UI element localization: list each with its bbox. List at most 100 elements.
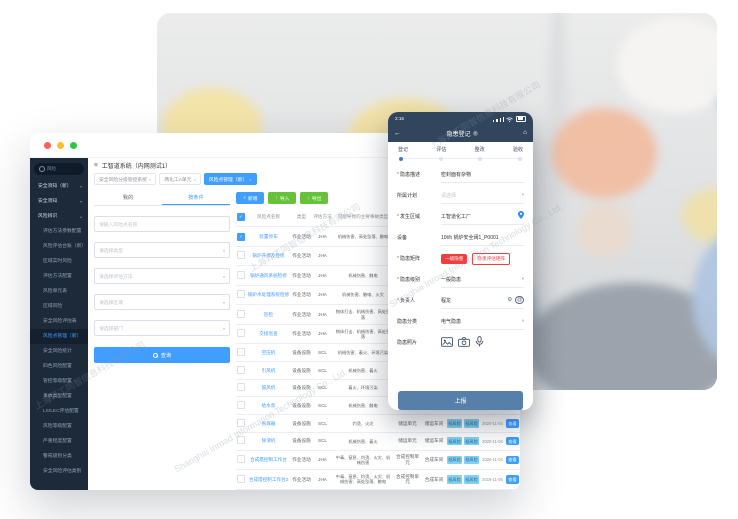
sidebar-item[interactable]: 安全风险评估表 bbox=[30, 314, 88, 329]
sidebar-item[interactable]: 管控等级配置 bbox=[30, 374, 88, 389]
risk-point-link[interactable]: 鼓风机 bbox=[261, 385, 276, 391]
field-value[interactable]: 程龙 ⚙ @ bbox=[441, 293, 524, 309]
mic-add-icon[interactable] bbox=[475, 336, 484, 349]
sidebar-item[interactable]: 风险辨识 ▴ bbox=[30, 209, 88, 224]
close-traffic-light[interactable] bbox=[44, 141, 51, 149]
view-button[interactable]: 查看 bbox=[506, 475, 519, 484]
row-checkbox[interactable] bbox=[237, 329, 245, 338]
filter-input[interactable]: 请输入风险点名称 bbox=[94, 216, 230, 232]
zoom-traffic-light[interactable] bbox=[70, 141, 77, 149]
hazard-level-button[interactable]: 一级隐患 bbox=[441, 253, 468, 264]
row-checkbox[interactable] bbox=[237, 290, 245, 299]
minimize-traffic-light[interactable] bbox=[57, 141, 64, 149]
risk-point-link[interactable]: 锅炉水处理系统检修 bbox=[247, 292, 290, 298]
risk-point-link[interactable]: 锅炉通风系统检修 bbox=[250, 272, 287, 278]
risk-point-link[interactable]: 给水泵 bbox=[261, 402, 276, 408]
field-value[interactable]: 工智道化工厂 bbox=[441, 208, 524, 225]
row-checkbox[interactable] bbox=[237, 251, 245, 260]
risk-point-link[interactable]: 除渣机 bbox=[261, 438, 276, 444]
risk-point-link[interactable]: 合成塔控制工作台 bbox=[250, 457, 287, 463]
row-checkbox[interactable] bbox=[237, 400, 245, 409]
sidebar-item[interactable]: 四色风险配置 bbox=[30, 359, 88, 374]
risk-point-link[interactable]: 空压机 bbox=[261, 349, 276, 355]
field-value[interactable]: 电气隐患 ▾ bbox=[441, 314, 524, 330]
query-button[interactable]: 查询 bbox=[94, 347, 230, 363]
tab-chip[interactable]: 两化工A单元 × bbox=[159, 173, 201, 185]
filter-tab[interactable]: 按条件 bbox=[162, 191, 230, 205]
filter-select[interactable]: 请选择区域 ▾ bbox=[94, 294, 230, 310]
field-value[interactable]: 请选择 ▾ bbox=[441, 188, 524, 204]
at-icon[interactable]: @ bbox=[515, 296, 524, 304]
sidebar-item[interactable]: 安全须知（新） ▾ bbox=[30, 179, 88, 194]
risk-point-link[interactable]: 装置停车 bbox=[259, 233, 278, 239]
row-checkbox[interactable] bbox=[237, 270, 245, 279]
view-button[interactable]: 查看 bbox=[506, 419, 519, 428]
risk-point-link[interactable]: 合成塔控制工作台2 bbox=[248, 476, 289, 482]
photo-add-icon[interactable] bbox=[441, 336, 453, 349]
sidebar-item[interactable]: LS/LEC评估配置 bbox=[30, 404, 88, 419]
close-icon[interactable]: × bbox=[249, 176, 252, 182]
sidebar-item[interactable]: 风险点管理（新） bbox=[30, 329, 88, 344]
location-icon[interactable] bbox=[518, 211, 524, 221]
sidebar-item[interactable]: 风险评估台账（新） bbox=[30, 239, 88, 254]
add-button[interactable]: + 新增 bbox=[236, 192, 265, 204]
row-checkbox[interactable] bbox=[237, 383, 245, 392]
export-button[interactable]: ↓ 导出 bbox=[300, 192, 329, 204]
filter-select[interactable]: 请选择部门 ▾ bbox=[94, 320, 230, 336]
sidebar-item[interactable]: 严重程度配置 bbox=[30, 434, 88, 449]
sidebar-item[interactable]: 安全风险统计 bbox=[30, 344, 88, 359]
sidebar-item[interactable]: 评估方法配置 bbox=[30, 269, 88, 284]
field-value[interactable]: 密封面有杂物 bbox=[441, 167, 524, 183]
risk-point-link[interactable]: 省煤器 bbox=[261, 420, 276, 426]
field-value[interactable] bbox=[441, 333, 524, 352]
sidebar-item[interactable]: 区域实时风险 bbox=[30, 254, 88, 269]
sidebar-item[interactable]: 评估方法参数配置 bbox=[30, 224, 88, 239]
filter-tab[interactable]: 我的 bbox=[122, 195, 134, 201]
close-icon[interactable]: × bbox=[193, 176, 196, 182]
sidebar-item[interactable]: 事故类型配置 bbox=[30, 389, 88, 404]
risk-point-link[interactable]: 交接巡查 bbox=[259, 331, 278, 337]
sidebar-search-input[interactable]: 风险 bbox=[34, 163, 84, 175]
tab-chip[interactable]: 风险点管理（新） × bbox=[203, 173, 257, 185]
step-label[interactable]: 登记 bbox=[398, 147, 409, 153]
row-checkbox[interactable] bbox=[237, 418, 245, 427]
gear-icon[interactable]: ⚙ bbox=[507, 297, 513, 303]
step-label[interactable]: 评估 bbox=[436, 147, 447, 153]
import-button[interactable]: ↑ 导入 bbox=[268, 192, 297, 204]
risk-point-link[interactable]: 巡检 bbox=[263, 311, 274, 317]
sidebar-item[interactable]: 区域风险 bbox=[30, 299, 88, 314]
camera-add-icon[interactable] bbox=[458, 336, 470, 349]
close-icon[interactable]: × bbox=[148, 176, 152, 182]
row-checkbox[interactable] bbox=[237, 474, 245, 483]
filter-select[interactable]: 请选择类型 ▾ bbox=[94, 242, 230, 258]
help-badge-icon[interactable]: ? bbox=[472, 131, 478, 136]
field-value[interactable]: 一级隐患 隐患评估矩阵 bbox=[441, 250, 524, 268]
row-checkbox[interactable] bbox=[237, 365, 245, 374]
hamburger-icon[interactable]: ≡ bbox=[94, 162, 98, 169]
back-arrow-icon[interactable]: ← bbox=[394, 130, 401, 137]
sidebar-item[interactable]: 风险等级配置 bbox=[30, 419, 88, 434]
submit-button[interactable]: 上报 bbox=[398, 391, 523, 410]
select-all-checkbox[interactable]: ✓ bbox=[237, 213, 245, 222]
row-checkbox[interactable] bbox=[237, 436, 245, 445]
field-value[interactable]: 一般隐患 ▾ bbox=[441, 272, 524, 288]
sidebar-item[interactable]: 警戒级别分类 bbox=[30, 449, 88, 464]
view-button[interactable]: 查看 bbox=[506, 437, 519, 446]
row-checkbox[interactable] bbox=[237, 347, 245, 356]
tab-chip[interactable]: 安全风险分级管控系统 × bbox=[94, 173, 157, 185]
sidebar-item[interactable]: 安全须知 ▾ bbox=[30, 194, 88, 209]
row-checkbox[interactable] bbox=[237, 309, 245, 318]
sidebar-item[interactable]: 安全风险评估类别 bbox=[30, 464, 88, 479]
filter-select[interactable]: 请选择评估方法 ▾ bbox=[94, 268, 230, 284]
row-checkbox[interactable]: ✓ bbox=[237, 232, 245, 241]
matrix-evaluate-button[interactable]: 隐患评估矩阵 bbox=[472, 252, 510, 265]
home-icon[interactable]: ⌂ bbox=[523, 129, 527, 137]
step-label[interactable]: 验收 bbox=[512, 147, 523, 153]
view-button[interactable]: 查看 bbox=[506, 455, 519, 465]
risk-point-link[interactable]: 锅炉开停及检修 bbox=[252, 253, 285, 259]
row-checkbox[interactable] bbox=[237, 455, 245, 464]
sidebar-item[interactable]: 风险单元表 bbox=[30, 284, 88, 299]
step-label[interactable]: 整改 bbox=[474, 147, 485, 153]
risk-point-link[interactable]: 引风机 bbox=[261, 367, 276, 373]
field-value[interactable]: 10t/h 锅炉安全阀1_P0001 bbox=[441, 230, 524, 246]
